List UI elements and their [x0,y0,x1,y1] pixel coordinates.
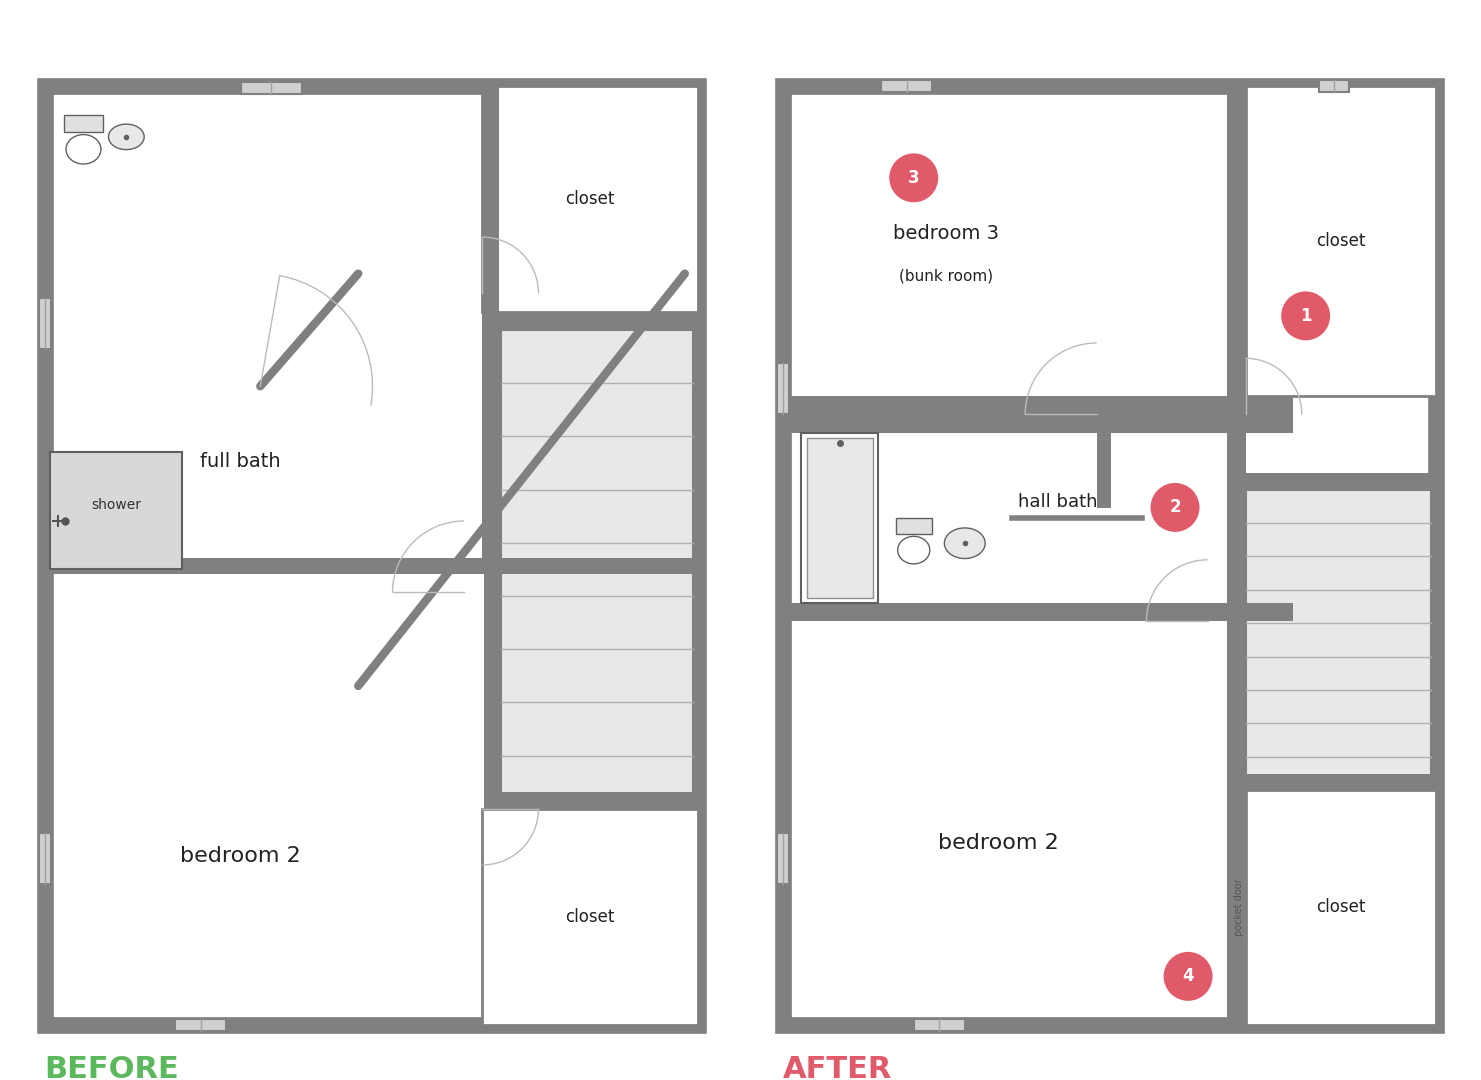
Bar [1228,85,1246,1025]
Bar [896,518,932,534]
Text: (bunk room): (bunk room) [899,269,994,284]
Circle shape [1280,291,1331,341]
Circle shape [1149,482,1201,532]
Bar [39,298,50,349]
Text: closet: closet [566,908,615,926]
Text: bedroom 2: bedroom 2 [939,833,1059,853]
Bar [881,80,932,92]
Bar [1318,80,1349,92]
Text: hall bath: hall bath [1017,494,1097,512]
Bar [783,396,1293,415]
Bar [783,85,1437,1025]
Text: 3: 3 [908,168,920,187]
Ellipse shape [897,537,930,564]
Bar [484,313,703,330]
Ellipse shape [945,528,985,558]
Ellipse shape [108,124,144,150]
Text: 1: 1 [1300,307,1311,325]
Text: BEFORE: BEFORE [44,1055,179,1080]
Text: bedroom 2: bedroom 2 [181,846,301,866]
Bar [807,437,872,597]
Bar [44,85,698,1025]
Bar [44,557,698,575]
Bar [914,1018,964,1031]
Bar [1246,473,1431,489]
Text: closet: closet [1317,232,1365,249]
Text: shower: shower [92,498,141,512]
Circle shape [1163,950,1213,1002]
Text: AFTER: AFTER [783,1055,893,1080]
Bar [1246,85,1437,396]
Bar [64,114,102,132]
Bar [783,415,1293,433]
Bar [175,1018,227,1031]
Bar [39,833,50,883]
Bar [483,85,499,575]
Text: 4: 4 [1182,968,1194,985]
Bar [1246,489,1431,791]
Text: bedroom 3: bedroom 3 [893,225,1000,243]
Bar [1096,415,1111,509]
Bar [783,603,1293,621]
Text: 2: 2 [1169,499,1180,516]
Bar [483,809,698,1025]
Ellipse shape [67,135,101,164]
Text: closet: closet [566,190,615,207]
Bar [778,364,789,415]
Text: closet: closet [1317,899,1365,917]
Circle shape [889,152,939,203]
Text: full bath: full bath [200,451,281,471]
Bar [1246,791,1437,1025]
Bar [50,451,182,569]
Bar [501,330,693,809]
Bar [483,85,698,312]
Bar [1246,773,1431,791]
Bar [240,82,302,94]
Bar [484,330,501,809]
Text: pocket door: pocket door [1234,879,1244,936]
Bar [778,833,789,883]
Bar [801,433,878,603]
Bar [484,793,703,809]
